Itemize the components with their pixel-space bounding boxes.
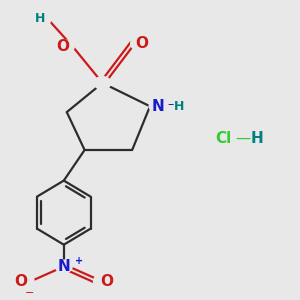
Text: –: – [168,98,174,111]
Ellipse shape [59,40,74,53]
Ellipse shape [19,275,34,287]
Text: −: − [25,287,34,298]
Text: O: O [14,274,28,289]
Ellipse shape [149,100,166,113]
Ellipse shape [94,76,111,89]
Ellipse shape [36,14,50,27]
Text: H: H [251,131,264,146]
Text: O: O [136,36,149,51]
Ellipse shape [94,275,108,287]
Text: Cl: Cl [215,131,232,146]
Ellipse shape [56,260,72,273]
Text: O: O [100,274,113,289]
Text: O: O [56,39,69,54]
Ellipse shape [131,37,146,50]
Text: N: N [152,99,164,114]
Text: —: — [236,131,251,146]
Text: H: H [35,12,45,26]
Text: N: N [57,259,70,274]
Text: H: H [174,100,185,113]
Text: +: + [75,256,83,266]
